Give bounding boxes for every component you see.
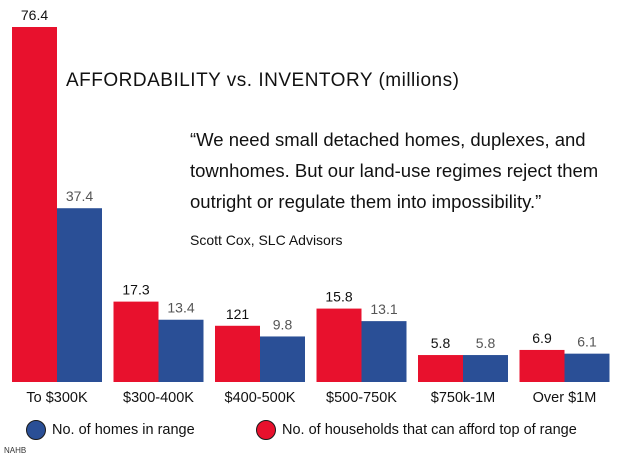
bar-households [12,27,57,382]
data-label-households: 5.8 [431,335,451,351]
data-label-homes: 13.4 [167,300,194,316]
data-label-households: 76.4 [21,7,48,23]
data-label-households: 17.3 [122,282,149,298]
bar-households [113,301,159,382]
x-tick-label: $300-400K [123,390,194,406]
bar-homes [57,208,102,382]
bar-homes [564,353,610,382]
bar-households [316,308,362,382]
legend-label-homes: No. of homes in range [52,422,195,438]
data-label-homes: 13.1 [370,301,397,317]
data-label-households: 6.9 [532,330,552,346]
x-tick-label: $750k-1M [431,390,495,406]
bar-homes [158,319,204,382]
legend-swatch-households [256,420,276,440]
data-label-homes: 37.4 [66,188,93,204]
bar-homes [260,336,305,382]
bar-households [418,355,463,382]
data-label-households: 15.8 [325,289,352,305]
data-label-homes: 6.1 [577,334,597,350]
data-label-households: 121 [226,306,250,322]
legend-item-households: No. of households that can afford top of… [256,420,577,440]
quote-attribution: Scott Cox, SLC Advisors [190,232,343,248]
x-tick-label: To $300K [26,390,88,406]
legend-swatch-homes [26,420,46,440]
data-label-homes: 9.8 [273,316,293,332]
source-label: NAHB [4,446,27,455]
x-tick-label: $500-750K [326,390,397,406]
legend-label-households: No. of households that can afford top of… [282,422,577,438]
x-tick-label: $400-500K [225,390,296,406]
legend-item-homes: No. of homes in range [26,420,195,440]
bar-households [519,349,565,382]
x-tick-label: Over $1M [533,390,597,406]
quote-text: “We need small detached homes, duplexes,… [190,129,599,212]
bar-homes [463,355,508,382]
chart-title: AFFORDABILITY vs. INVENTORY (millions) [66,70,460,91]
bar-homes [361,321,407,382]
bar-households [215,325,260,382]
data-label-homes: 5.8 [476,335,496,351]
